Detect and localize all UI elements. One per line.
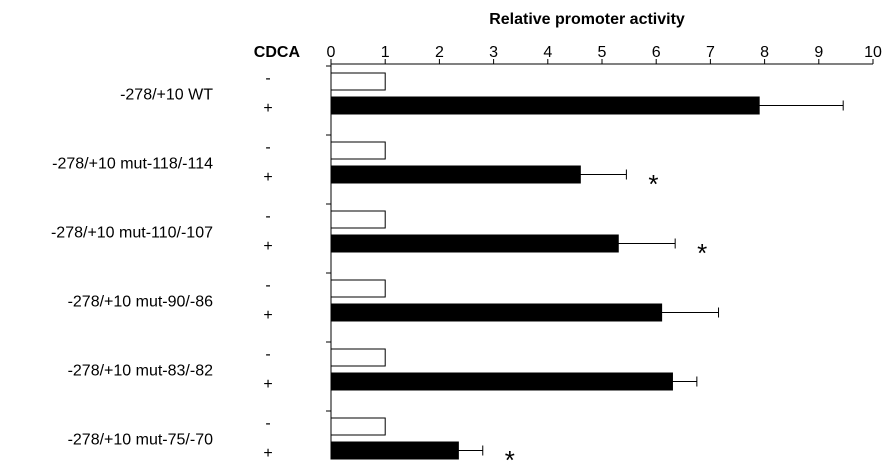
treatment-level-label: + <box>263 169 272 186</box>
labels: -278/+10 WT - + -278/+10 mut-118/-114 - + * -27… <box>51 70 707 461</box>
x-tick-label: 7 <box>706 44 715 61</box>
bar-cdca <box>330 441 459 460</box>
treatment-level-label: - <box>265 208 270 225</box>
bar-control <box>330 72 386 91</box>
category-label: -278/+10 mut-110/-107 <box>51 225 213 242</box>
axes: 0 1 2 3 4 5 6 7 8 9 10 <box>326 44 882 458</box>
x-tick-label: 3 <box>489 44 498 61</box>
significance-star: * <box>505 445 515 461</box>
chart-title: Relative promoter activity <box>489 11 685 28</box>
treatment-level-label: - <box>265 346 270 363</box>
treatment-level-label: + <box>263 445 272 461</box>
category-label: -278/+10 mut-90/-86 <box>68 294 214 311</box>
x-tick-label: 6 <box>652 44 661 61</box>
bar-control <box>330 348 386 367</box>
bar-cdca <box>330 234 619 253</box>
x-tick-label: 8 <box>760 44 769 61</box>
x-tick-label: 10 <box>864 44 882 61</box>
bar-control <box>330 141 386 160</box>
significance-star: * <box>697 238 707 268</box>
x-tick-label: 2 <box>435 44 444 61</box>
treatment-level-label: + <box>263 238 272 255</box>
x-tick-label: 9 <box>814 44 823 61</box>
x-tick-label: 0 <box>327 44 336 61</box>
treatment-level-label: + <box>263 376 272 393</box>
x-tick-label: 1 <box>381 44 390 61</box>
bar-cdca <box>330 165 581 184</box>
significance-star: * <box>648 169 658 199</box>
bars <box>330 72 844 460</box>
treatment-level-label: - <box>265 70 270 87</box>
x-tick-label: 4 <box>543 44 552 61</box>
category-label: -278/+10 mut-83/-82 <box>68 363 214 380</box>
bar-control <box>330 279 386 298</box>
treatment-level-label: + <box>263 307 272 324</box>
cdca-label: CDCA <box>254 44 301 61</box>
bar-cdca <box>330 96 760 115</box>
category-label: -278/+10 WT <box>120 87 213 104</box>
treatment-level-label: - <box>265 277 270 294</box>
bar-control <box>330 210 386 229</box>
treatment-level-label: - <box>265 139 270 156</box>
bar-cdca <box>330 303 663 322</box>
category-label: -278/+10 mut-118/-114 <box>52 156 213 173</box>
treatment-level-label: - <box>265 415 270 432</box>
bar-control <box>330 417 386 436</box>
category-label: -278/+10 mut-75/-70 <box>68 432 214 449</box>
bar-cdca <box>330 372 673 391</box>
x-tick-label: 5 <box>598 44 607 61</box>
treatment-level-label: + <box>263 100 272 117</box>
